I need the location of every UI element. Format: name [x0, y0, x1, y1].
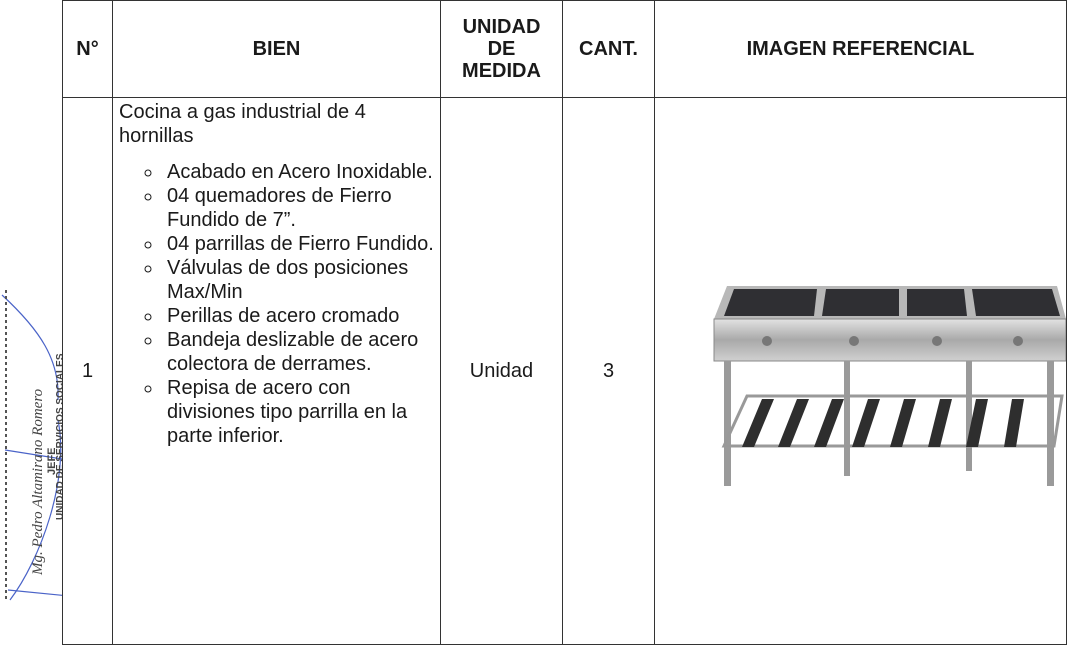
header-cell: CANT.: [562, 0, 655, 98]
header-cell: IMAGEN REFERENCIAL: [654, 0, 1067, 98]
feature: Perillas de acero cromado: [163, 304, 434, 328]
quantity-cell: 3: [562, 97, 655, 645]
feature: Repisa de acero con divisiones tipo parr…: [163, 376, 434, 448]
header-row: N° BIEN UNIDAD DE MEDIDA CANT. IMAGEN RE…: [62, 0, 1067, 98]
header-text: UNIDAD DE MEDIDA: [462, 16, 541, 82]
item-cell: Cocina a gas industrial de 4 hornillas A…: [112, 97, 441, 645]
stamp-name: Mg. Pedro Altamirano Romero: [30, 388, 46, 575]
feature-list: Acabado en Acero Inoxidable.04 quemadore…: [119, 160, 434, 448]
feature: Acabado en Acero Inoxidable.: [163, 160, 434, 184]
feature: Bandeja deslizable de acero colectora de…: [163, 328, 434, 376]
feature: 04 parrillas de Fierro Fundido.: [163, 232, 434, 256]
header-cell: N°: [62, 0, 113, 98]
header-cell: BIEN: [112, 0, 441, 98]
signature: [1, 290, 62, 601]
items-table: N° BIEN UNIDAD DE MEDIDA CANT. IMAGEN RE…: [62, 0, 1067, 645]
item-title: Cocina a gas industrial de 4 hornillas: [119, 101, 366, 147]
feature: 04 quemadores de Fierro Fundido de 7”.: [163, 184, 434, 232]
feature: Válvulas de dos posiciones Max/Min: [163, 256, 434, 304]
header-cell: UNIDAD DE MEDIDA: [440, 0, 563, 98]
item-row: 1 Cocina a gas industrial de 4 hornillas…: [62, 97, 1067, 645]
unit-cell: Unidad: [440, 97, 563, 645]
stove-image: [713, 286, 1066, 486]
image-cell: [654, 97, 1067, 645]
number-cell: 1: [62, 97, 113, 645]
